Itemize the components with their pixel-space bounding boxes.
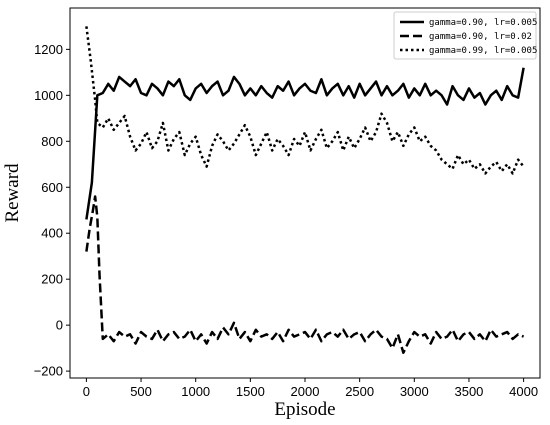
legend: gamma=0.90, lr=0.005 gamma=0.90, lr=0.02 g… xyxy=(393,11,537,60)
y-axis-ticks: −200 0 200 400 600 800 1000 1200 xyxy=(34,42,70,379)
y-tick-label: 200 xyxy=(41,272,63,287)
x-tick-label: 3500 xyxy=(454,384,483,399)
x-tick-label: 2500 xyxy=(345,384,374,399)
series-line-1 xyxy=(85,67,525,220)
y-tick-label: 400 xyxy=(41,226,63,241)
y-tick-label: 1200 xyxy=(34,42,63,57)
x-tick-label: 2000 xyxy=(291,384,320,399)
y-tick-label: 0 xyxy=(56,318,63,333)
x-tick-label: 0 xyxy=(83,384,90,399)
y-tick-label: −200 xyxy=(34,364,63,379)
y-tick-label: 800 xyxy=(41,134,63,149)
legend-label-3: gamma=0.99, lr=0.005 xyxy=(429,46,537,56)
x-tick-label: 1500 xyxy=(236,384,265,399)
y-axis-label: Reward xyxy=(2,163,23,223)
x-axis-label: Episode xyxy=(274,399,335,420)
legend-box xyxy=(393,11,537,60)
x-tick-label: 3000 xyxy=(400,384,429,399)
x-tick-label: 4000 xyxy=(509,384,538,399)
series-line-3 xyxy=(85,26,525,175)
series-layer xyxy=(85,26,525,354)
plot-frame xyxy=(69,7,541,379)
legend-label-1: gamma=0.90, lr=0.005 xyxy=(429,18,537,28)
y-tick-label: 600 xyxy=(41,180,63,195)
x-axis-ticks: 0 500 1000 1500 2000 2500 3000 3500 4000 xyxy=(83,378,538,399)
x-tick-label: 1000 xyxy=(181,384,210,399)
series-line-2 xyxy=(85,195,525,354)
x-tick-label: 500 xyxy=(130,384,152,399)
y-tick-label: 1000 xyxy=(34,88,63,103)
legend-label-2: gamma=0.90, lr=0.02 xyxy=(429,32,532,42)
